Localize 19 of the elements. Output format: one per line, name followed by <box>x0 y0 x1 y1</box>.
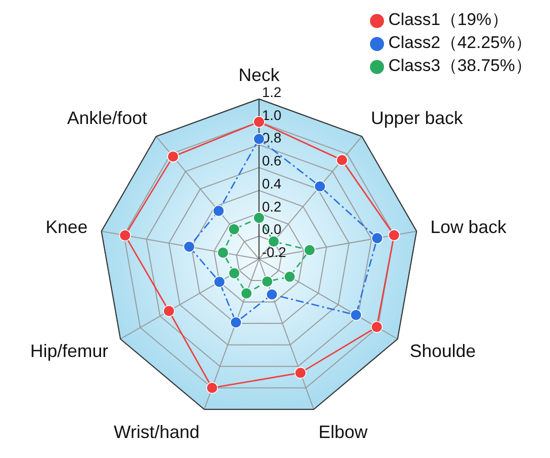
y-tick-label: -0.2 <box>262 244 286 260</box>
spoke-label: Elbow <box>318 422 369 442</box>
spoke-label: Hip/femur <box>30 341 108 361</box>
spoke-label: Upper back <box>370 108 464 128</box>
legend-label: Class2（42.25%） <box>388 33 532 52</box>
y-tick-label: 0.2 <box>262 198 282 214</box>
spoke-label: Neck <box>238 65 280 85</box>
y-tick-label: 0.4 <box>262 175 282 192</box>
y-tick-label: 0.6 <box>262 152 282 169</box>
spoke-label: Shoulde <box>410 341 476 361</box>
spoke-label: Knee <box>46 217 88 238</box>
y-tick-label: 1.2 <box>262 84 282 100</box>
spoke-label: Wrist/hand <box>114 422 200 442</box>
legend-label: Class1（19%） <box>388 10 508 29</box>
spoke-label: Low back <box>430 217 508 238</box>
y-tick-label: 0.0 <box>262 221 282 238</box>
y-tick-label: 1.0 <box>262 106 282 123</box>
legend-label: Class3（38.75%） <box>388 56 532 75</box>
spoke-label: Ankle/foot <box>67 108 148 128</box>
